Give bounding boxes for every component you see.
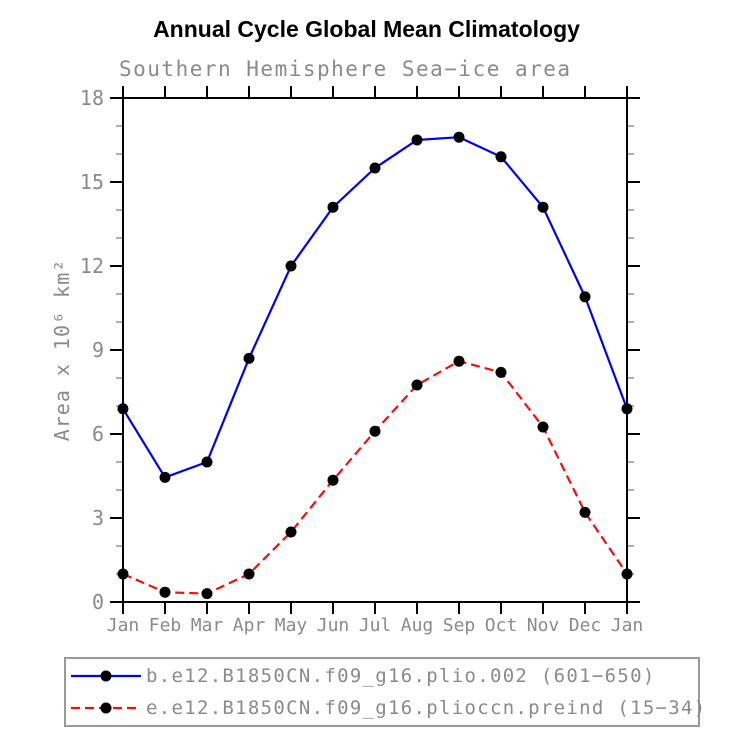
y-tick-labels: 0 3 6 9 12 15 18: [80, 86, 104, 614]
series-markers-0: [117, 131, 633, 483]
data-point: [621, 568, 633, 580]
legend-marker-icon: [100, 670, 112, 682]
data-point: [621, 403, 633, 415]
data-point: [411, 379, 423, 391]
legend-box: b.e12.B1850CN.f09_g16.plio.002 (601−650)…: [64, 657, 705, 727]
y-axis-ticks: [110, 97, 640, 603]
series-markers-1: [117, 355, 633, 600]
legend-item-1: e.e12.B1850CN.f09_g16.plioccn.preind (15…: [66, 693, 705, 723]
data-point: [243, 568, 255, 580]
data-point: [159, 586, 171, 598]
x-tick-label: Mar: [191, 615, 224, 636]
chart-subtitle: Southern Hemisphere Sea−ice area: [119, 57, 572, 81]
x-tick-label: Jan: [107, 615, 140, 636]
data-point: [579, 506, 591, 518]
x-tick-label: Sep: [443, 615, 476, 636]
plot-frame: [122, 97, 628, 603]
y-tick-label: 3: [92, 506, 104, 530]
data-point: [495, 151, 507, 163]
y-tick-label: 9: [92, 338, 104, 362]
y-axis-title: Area x 10⁶ km²: [50, 259, 74, 442]
x-tick-label: Nov: [527, 615, 560, 636]
data-point: [201, 456, 213, 468]
x-tick-label: May: [275, 615, 308, 636]
y-tick-label: 18: [80, 86, 104, 110]
data-point: [117, 403, 129, 415]
data-point: [579, 291, 591, 303]
data-point: [453, 131, 465, 143]
data-point: [117, 568, 129, 580]
data-point: [201, 588, 213, 600]
x-tick-label: Oct: [485, 615, 518, 636]
y-tick-label: 0: [92, 590, 104, 614]
x-tick-label: Feb: [149, 615, 182, 636]
x-tick-labels: Jan Feb Mar Apr May Jun Jul Aug Sep Oct Nov Dec Jan: [107, 615, 644, 636]
chart-title: Annual Cycle Global Mean Climatology: [153, 16, 580, 42]
legend-label-0: b.e12.B1850CN.f09_g16.plio.002 (601−650): [146, 665, 656, 687]
x-tick-label: Aug: [401, 615, 434, 636]
data-point: [327, 474, 339, 486]
x-tick-label: Jul: [359, 615, 392, 636]
data-point: [285, 260, 297, 272]
y-tick-label: 12: [80, 254, 104, 278]
legend-solid-line-icon: [71, 670, 141, 682]
series-line-1: [122, 360, 628, 595]
x-tick-label: Jan: [611, 615, 644, 636]
data-point: [369, 162, 381, 174]
x-tick-label: Apr: [233, 615, 266, 636]
data-point: [159, 471, 171, 483]
data-point: [495, 366, 507, 378]
data-point: [243, 352, 255, 364]
data-point: [453, 355, 465, 367]
legend-dashed-line-icon: [71, 702, 141, 714]
x-tick-label: Jun: [317, 615, 350, 636]
y-tick-label: 6: [92, 422, 104, 446]
chart-canvas: 0 3 6 9 12 15 18 Jan Feb Mar Apr May Jun Jul Aug Sep Oct…: [50, 86, 644, 636]
x-axis-ticks: [122, 86, 628, 614]
data-point: [537, 421, 549, 433]
data-point: [537, 201, 549, 213]
legend-marker-icon: [100, 702, 112, 714]
legend-label-1: e.e12.B1850CN.f09_g16.plioccn.preind (15…: [146, 697, 707, 719]
y-tick-label: 15: [80, 170, 104, 194]
data-point: [369, 425, 381, 437]
x-tick-label: Dec: [569, 615, 602, 636]
legend-item-0: b.e12.B1850CN.f09_g16.plio.002 (601−650): [66, 661, 698, 691]
data-point: [327, 201, 339, 213]
data-point: [285, 526, 297, 538]
data-point: [411, 134, 423, 146]
